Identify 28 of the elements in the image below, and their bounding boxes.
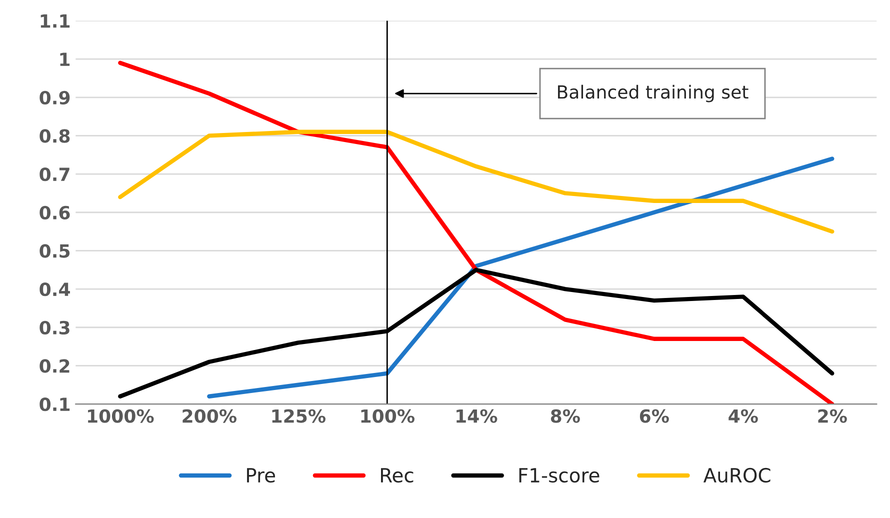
y-tick-label: 1.1 <box>40 14 70 28</box>
x-tick-label: 100% <box>361 409 414 423</box>
x-tick-label: 8% <box>550 409 580 423</box>
y-tick-label: 0.9 <box>40 90 70 104</box>
x-tick-label: 1000% <box>88 409 154 423</box>
y-tick-label: 1 <box>60 52 70 66</box>
y-tick-label: 0.1 <box>40 398 70 412</box>
legend-label: Pre <box>247 468 276 483</box>
x-tick-label: 6% <box>640 409 669 423</box>
y-tick-label: 0.2 <box>40 359 70 373</box>
x-tick-label: 2% <box>818 409 847 423</box>
y-tick-label: 0.4 <box>40 282 70 296</box>
x-tick-label: 125% <box>272 409 326 423</box>
y-tick-label: 0.8 <box>40 129 70 143</box>
line-series <box>207 156 834 398</box>
y-tick-label: 0.3 <box>40 320 70 334</box>
line-series <box>118 130 834 234</box>
y-tick-label: 0.6 <box>40 206 70 220</box>
x-tick-label: 14% <box>456 409 498 423</box>
line-series <box>118 60 834 404</box>
annotation: Balanced training set <box>558 84 748 102</box>
y-tick-label: 0.5 <box>40 244 70 258</box>
legend-label: F1-score <box>519 468 600 483</box>
legend-label: Rec <box>381 468 414 483</box>
x-tick-label: 200% <box>182 409 236 423</box>
legend-label: AuROC <box>703 468 770 483</box>
x-tick-label: 4% <box>728 409 758 423</box>
y-tick-label: 0.7 <box>40 168 70 182</box>
